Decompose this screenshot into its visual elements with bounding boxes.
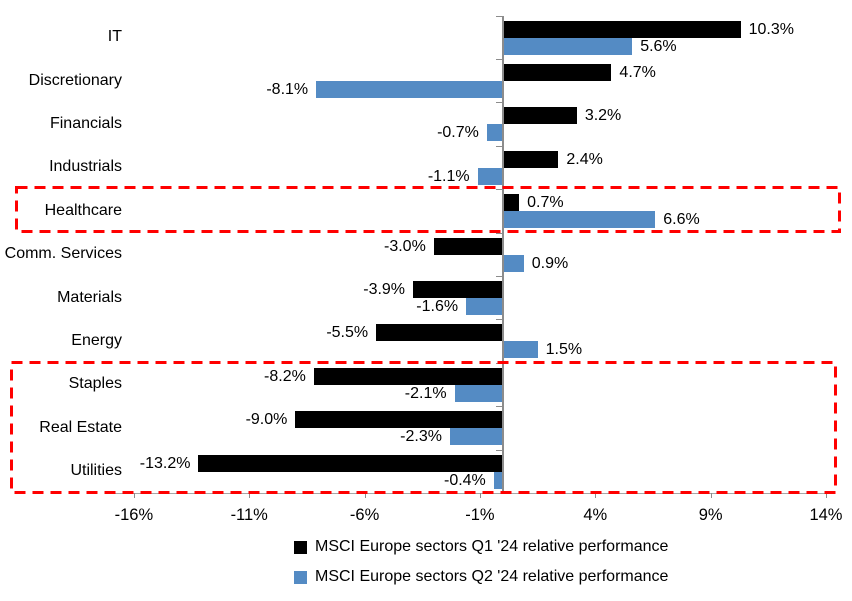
bar-q2-comm-services [503, 254, 524, 272]
value-label-q2-energy: 1.5% [545, 341, 583, 359]
category-tick [496, 319, 502, 321]
x-axis-tick [595, 493, 597, 498]
category-label-energy: Energy [71, 332, 122, 350]
category-tick [496, 275, 502, 277]
category-label-healthcare: Healthcare [44, 201, 122, 219]
x-axis-tick-label: -16% [114, 506, 154, 524]
zero-axis-line [502, 15, 504, 493]
value-label-q2-it: 5.6% [640, 37, 677, 55]
bar-q1-industrials [503, 150, 559, 168]
legend-item-q2: MSCI Europe sectors Q2 '24 relative perf… [294, 567, 668, 587]
bar-q2-healthcare [503, 211, 656, 229]
bar-q2-staples [454, 384, 503, 402]
x-axis-tick [710, 493, 712, 498]
category-label-financials: Financials [49, 115, 122, 133]
bar-q1-staples [313, 367, 503, 385]
value-label-q1-staples: -8.2% [264, 367, 306, 385]
x-axis-tick-label: 9% [698, 506, 723, 524]
value-label-q2-financials: -0.7% [437, 124, 479, 142]
bar-q1-comm-services [433, 237, 503, 255]
x-axis-tick-label: 4% [583, 506, 608, 524]
value-label-q1-it: 10.3% [748, 20, 794, 38]
bar-q1-it [503, 20, 741, 38]
highlight-box-healthcare [15, 186, 841, 233]
bar-q1-financials [503, 107, 577, 125]
bar-q2-energy [503, 341, 538, 359]
bar-q1-utilities [198, 454, 503, 472]
category-tick [496, 15, 502, 17]
category-label-materials: Materials [57, 288, 122, 306]
category-tick [496, 232, 502, 234]
x-axis-tick-label: -1% [465, 506, 495, 524]
category-tick [496, 449, 502, 451]
x-axis-tick [133, 493, 135, 498]
legend-item-q1: MSCI Europe sectors Q1 '24 relative perf… [294, 537, 668, 557]
category-tick [496, 362, 502, 364]
value-label-q1-comm-services: -3.0% [384, 237, 426, 255]
x-axis-tick [479, 493, 481, 498]
value-label-q1-industrials: 2.4% [566, 150, 603, 168]
bar-q2-discretionary [316, 80, 503, 98]
category-label-real-estate: Real Estate [39, 418, 122, 436]
x-axis-tick [825, 493, 827, 498]
bar-q2-financials [486, 124, 503, 142]
value-label-q1-energy: -5.5% [326, 324, 369, 342]
legend: MSCI Europe sectors Q1 '24 relative perf… [294, 537, 668, 597]
value-label-q1-discretionary: 4.7% [619, 63, 656, 81]
bar-q1-materials [413, 280, 503, 298]
category-label-industrials: Industrials [49, 158, 122, 176]
category-label-staples: Staples [68, 375, 122, 393]
bar-q1-real-estate [295, 411, 503, 429]
x-axis-tick [249, 493, 251, 498]
value-label-q1-financials: 3.2% [584, 107, 622, 125]
value-label-q1-materials: -3.9% [363, 280, 406, 298]
value-label-q2-real-estate: -2.3% [400, 428, 442, 446]
value-label-q2-healthcare: 6.6% [663, 211, 700, 229]
bar-q2-it [503, 37, 633, 55]
bar-q2-real-estate [449, 428, 503, 446]
x-axis-tick [364, 493, 366, 498]
q1-series-swatch [294, 540, 307, 554]
category-label-utilities: Utilities [70, 462, 122, 480]
category-label-discretionary: Discretionary [28, 71, 122, 89]
category-tick [496, 189, 502, 191]
x-axis-tick-label: -11% [230, 506, 268, 524]
q2-series-label: MSCI Europe sectors Q2 '24 relative perf… [315, 568, 669, 585]
bar-q2-materials [466, 297, 503, 315]
category-tick [496, 102, 502, 104]
bar-q1-healthcare [503, 194, 520, 212]
category-tick [496, 58, 502, 60]
x-axis-tick-label: -6% [349, 506, 380, 524]
value-label-q2-comm-services: 0.9% [531, 254, 569, 272]
value-label-q2-staples: -2.1% [404, 384, 447, 402]
value-label-q2-industrials: -1.1% [427, 167, 470, 185]
value-label-q2-utilities: -0.4% [443, 471, 486, 489]
x-axis-tick-label: 14% [809, 506, 843, 524]
bar-q1-discretionary [503, 63, 612, 81]
q1-series-label: MSCI Europe sectors Q1 '24 relative perf… [315, 538, 669, 555]
category-label-it: IT [107, 28, 122, 46]
bar-q2-industrials [477, 167, 503, 185]
value-label-q2-materials: -1.6% [416, 297, 459, 315]
category-tick [496, 406, 502, 408]
value-label-q2-discretionary: -8.1% [266, 80, 309, 98]
value-label-q1-utilities: -13.2% [139, 454, 191, 472]
value-label-q1-real-estate: -9.0% [245, 411, 288, 429]
x-axis-line [108, 493, 826, 494]
value-label-q1-healthcare: 0.7% [527, 194, 564, 212]
category-tick [496, 145, 502, 147]
bar-q1-energy [376, 324, 503, 342]
category-label-comm-services: Comm. Services [4, 245, 122, 263]
q2-series-swatch [294, 570, 307, 584]
